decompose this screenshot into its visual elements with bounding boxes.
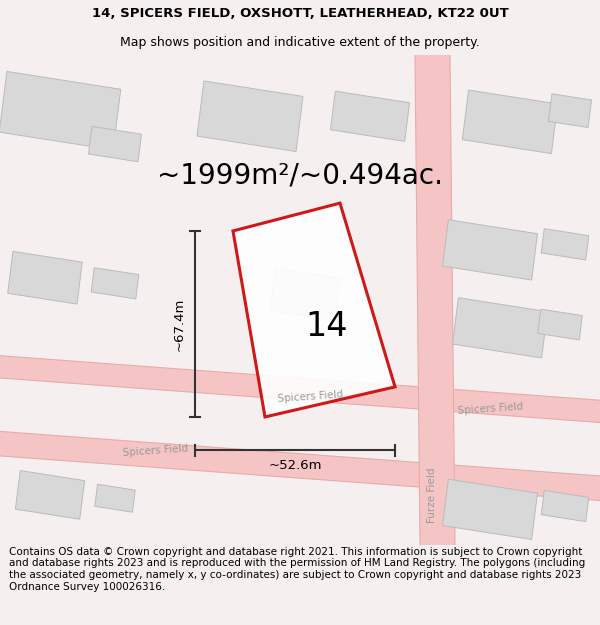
Polygon shape [8,251,82,304]
Polygon shape [0,356,600,422]
Polygon shape [89,126,142,162]
Polygon shape [0,431,600,501]
Polygon shape [452,298,547,358]
Text: Spicers Field: Spicers Field [122,443,188,458]
Text: Spicers Field: Spicers Field [457,402,523,416]
Polygon shape [463,90,557,154]
Polygon shape [16,471,85,519]
Text: 14, SPICERS FIELD, OXSHOTT, LEATHERHEAD, KT22 0UT: 14, SPICERS FIELD, OXSHOTT, LEATHERHEAD,… [92,8,508,20]
Polygon shape [443,479,538,539]
Polygon shape [270,269,340,321]
Polygon shape [331,91,410,141]
Polygon shape [541,229,589,260]
Text: Furze Field: Furze Field [427,467,437,522]
Polygon shape [541,491,589,522]
Polygon shape [443,220,538,280]
Text: Contains OS data © Crown copyright and database right 2021. This information is : Contains OS data © Crown copyright and d… [9,547,585,592]
Polygon shape [233,203,395,417]
Polygon shape [91,268,139,299]
Polygon shape [415,55,455,545]
Polygon shape [0,71,121,150]
Text: ~52.6m: ~52.6m [268,459,322,472]
Polygon shape [548,94,592,128]
Text: Spicers Field: Spicers Field [277,389,343,404]
Polygon shape [538,309,583,340]
Polygon shape [95,484,135,512]
Polygon shape [197,81,303,152]
Text: ~67.4m: ~67.4m [173,298,185,351]
Text: Map shows position and indicative extent of the property.: Map shows position and indicative extent… [120,36,480,49]
Text: ~1999m²/~0.494ac.: ~1999m²/~0.494ac. [157,161,443,189]
Text: 14: 14 [305,309,347,342]
